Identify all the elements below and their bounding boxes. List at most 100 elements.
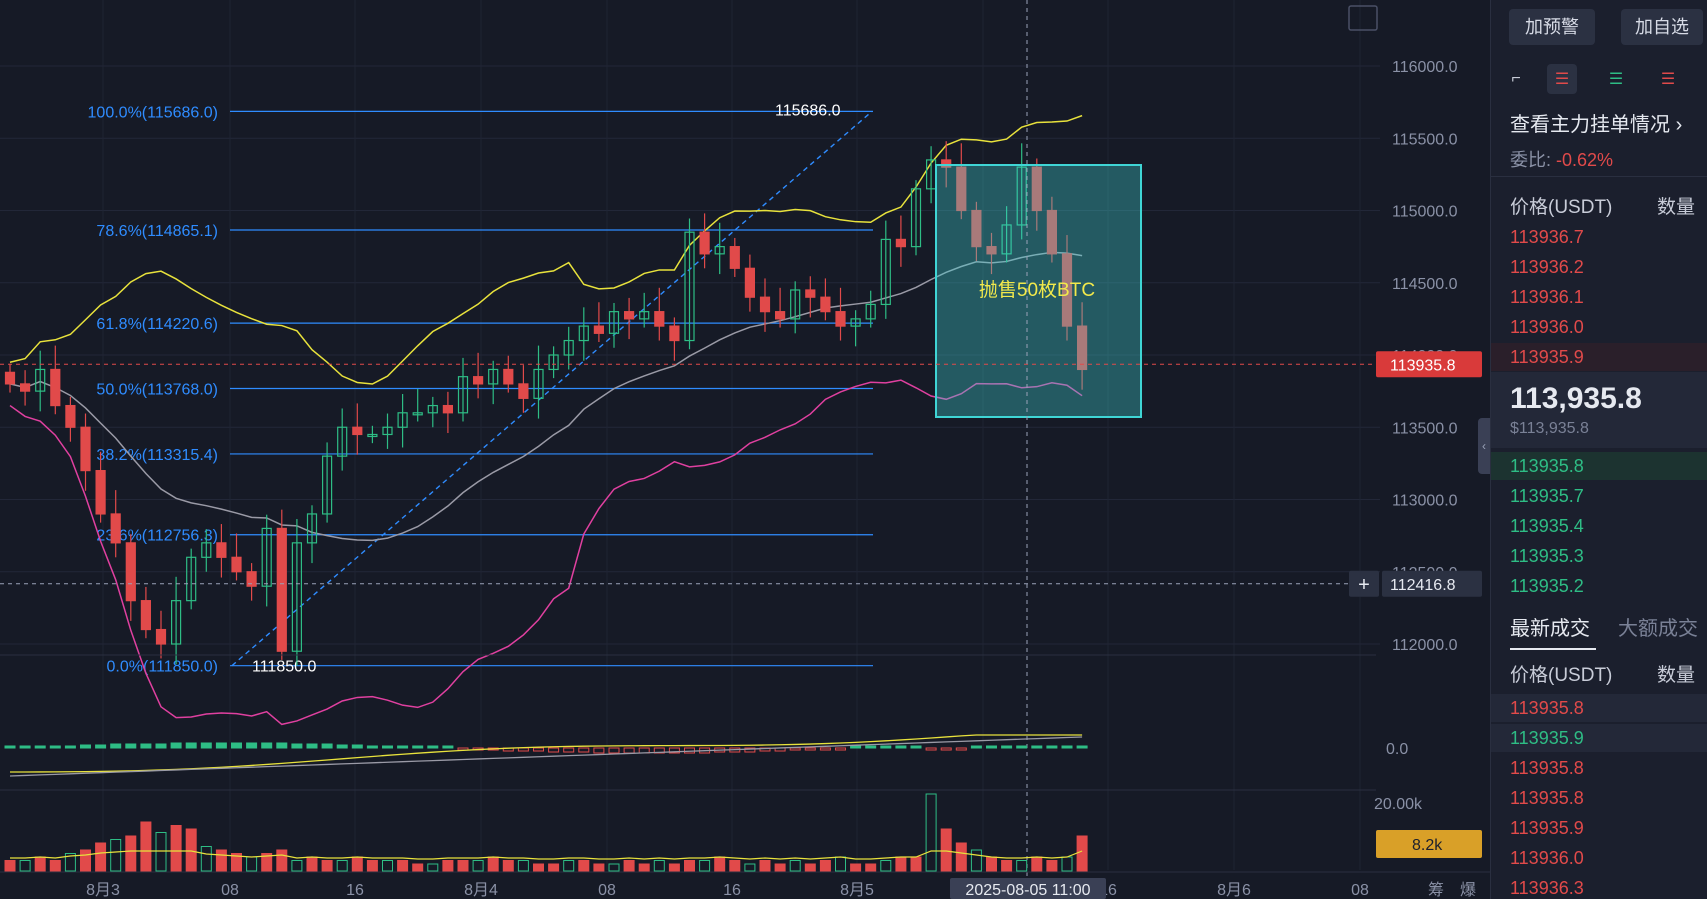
candle-body [835,311,846,327]
volume-bar [321,860,333,872]
fib-level-label: 78.6%(114865.1) [96,223,218,240]
macd-bar [215,742,227,749]
macd-bar [668,747,680,754]
macd-bar [608,747,620,754]
trade-row[interactable]: 113936.0 [1491,844,1707,872]
candle-body [805,289,816,298]
bid-row[interactable]: 113935.3 [1491,542,1707,570]
volume-bar [276,849,288,872]
crosshair-time-tag [950,878,1106,899]
candle-body [427,404,438,414]
macd-bar [835,747,846,751]
both-sides-view-icon[interactable]: ☰ [1547,64,1577,94]
collapse-panel-handle[interactable]: ‹ [1478,418,1490,474]
volume-bar [200,846,212,872]
trade-row-price: 113935.8 [1510,698,1584,718]
volume-bar [533,863,544,872]
candle-body [820,296,831,313]
bid-row[interactable]: 113935.8 [1491,452,1707,480]
ask-row[interactable]: 113936.0 [1491,313,1707,341]
time-tick-label: 16 [723,882,741,899]
ask-row-price: 113936.1 [1510,287,1584,307]
volume-bar [34,856,46,872]
macd-bar [1046,745,1058,749]
crosshair-time-label: 2025-08-05 11:00 [965,882,1090,899]
add-watchlist-button[interactable]: 加自选 [1621,9,1703,45]
volume-bar [819,860,831,872]
candle-body [986,246,997,255]
trade-row[interactable]: 113935.9 [1491,724,1707,752]
bid-row[interactable]: 113935.2 [1491,572,1707,600]
trade-row[interactable]: 113935.9 [1491,814,1707,842]
candle-body [699,231,710,255]
active-tab-underline [1510,648,1596,650]
candle-body [473,376,484,385]
volume-panel: 20.00k 8.2k [0,789,1482,872]
volume-ma-line [10,850,1083,860]
bid-row-price: 113935.4 [1510,516,1584,536]
bids-only-view-icon[interactable]: ☰ [1608,71,1624,88]
candle-body [306,513,318,544]
trade-row[interactable]: 113935.8 [1491,784,1707,812]
macd-bar [744,747,756,753]
ask-row[interactable]: 113936.1 [1491,283,1707,311]
asks-only-view-icon[interactable]: ☰ [1660,71,1676,88]
tab-latest-trades[interactable]: 最新成交 [1510,618,1590,640]
candle-body [110,513,121,544]
volume-bar [125,835,137,872]
macd-bar [291,743,303,749]
candle-body [563,339,574,356]
trade-row[interactable]: 113935.8 [1491,694,1707,722]
volume-bar [608,863,620,872]
kline-chart[interactable]: 100.0%(115686.0) 78.6%(114865.1) 61.8%(114… [0,0,1490,899]
swing-low-label: 111850.0 [252,659,316,676]
macd-panel: 0.0 [0,654,1408,777]
macd-bar [955,747,967,751]
volume-bar [170,825,182,872]
candle-body [231,556,242,573]
macd-bar [276,742,288,749]
volume-current-tag [1376,830,1482,858]
ask-row[interactable]: 113936.7 [1491,223,1707,251]
volume-bar [759,860,771,872]
volume-axis-label: 20.00k [1374,796,1423,813]
ask-row[interactable]: 113936.2 [1491,253,1707,281]
main-orders-link[interactable]: 查看主力挂单情况 › [1510,114,1683,136]
candle-body [971,209,982,248]
candle-body [578,325,589,342]
macd-bar [910,745,922,749]
time-axis: 8月308168月408168月508168月6082025-08-05 11:… [0,871,1490,899]
macd-bar [4,745,16,749]
macd-bar [95,744,107,749]
candles[interactable] [4,141,1088,666]
tab-large-trades[interactable]: 大额成交 [1618,618,1698,640]
trade-row[interactable]: 113935.8 [1491,754,1707,782]
candle-body [533,368,544,399]
volume-bar [940,828,952,872]
bid-row[interactable]: 113935.4 [1491,512,1707,540]
ask-row[interactable]: 113935.9 [1491,343,1707,371]
volume-bar [382,860,393,872]
volume-bar [578,860,590,872]
price-tick-label: 113500.0 [1392,420,1458,437]
bid-row[interactable]: 113935.7 [1491,482,1707,510]
price-tick-label: 112000.0 [1392,637,1458,654]
trade-row[interactable]: 113936.3 [1491,874,1707,899]
macd-bar [940,747,952,751]
volume-bar [457,860,469,872]
candle-body [216,542,227,558]
macd-bar [986,745,997,749]
add-alert-button[interactable]: 加预警 [1509,9,1595,45]
candle-body [171,600,182,645]
fibonacci-retracement[interactable]: 100.0%(115686.0) 78.6%(114865.1) 61.8%(114… [88,102,873,676]
depth-view-icon[interactable]: ⌐ [1511,70,1521,87]
volume-bar [502,860,514,872]
macd-bar [1016,745,1028,749]
sell-annotation-label: 抛售50枚BTC [979,279,1095,301]
volume-bar [955,842,967,872]
candle-body [20,383,31,392]
col-qty-header: 数量 [1657,197,1696,218]
volume-bar [49,860,61,872]
ask-row-price: 113936.2 [1510,257,1584,277]
macd-bar [819,747,831,751]
